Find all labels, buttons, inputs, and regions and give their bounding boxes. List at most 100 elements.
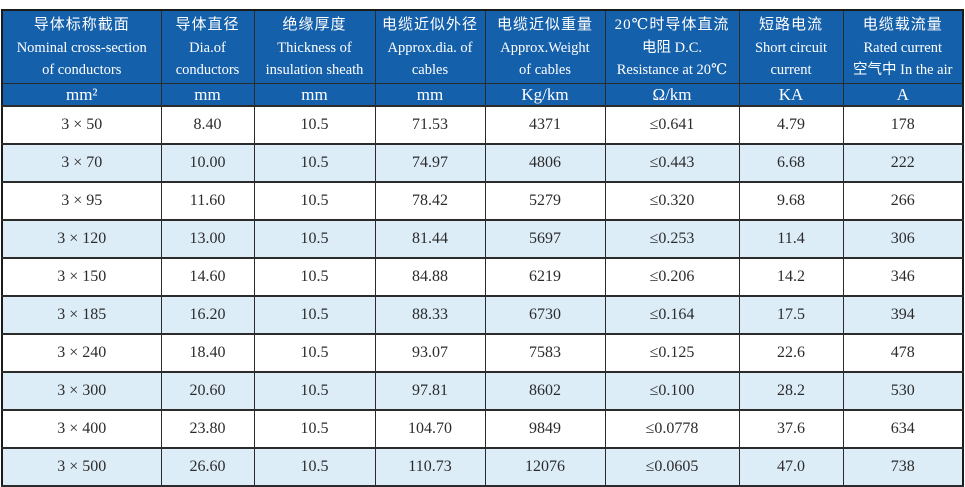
header-line: Short circuit [754,39,828,56]
table-cell: ≤0.164 [604,295,740,335]
table-row: 3 × 185 16.20 10.5 88.33 6730 ≤0.164 17.5 394 [1,295,964,335]
table-cell: 110.73 [374,447,486,487]
table-cell: 478 [842,333,964,373]
table-row: 3 × 300 20.60 10.5 97.81 8602 ≤0.100 28.2 530 [1,371,964,411]
table-cell: 6730 [484,295,606,335]
header-line: Rated current [863,39,942,56]
table-cell: 3 × 150 [1,257,162,297]
table-cell: 5279 [484,181,606,221]
table-cell: 10.5 [253,105,376,145]
table-cell: ≤0.100 [604,371,740,411]
table-cell: 306 [842,219,964,259]
table-cell: 13.00 [160,219,255,259]
table-cell: 11.4 [738,219,844,259]
table-cell: 104.70 [374,409,486,449]
table-cell: 10.5 [253,257,376,297]
table-cell: 14.60 [160,257,255,297]
table-cell: 8602 [484,371,606,411]
header-line: of conductors [42,61,122,78]
table-body: 3 × 50 8.40 10.5 71.53 4371 ≤0.641 4.79 178 3 × … [1,105,964,487]
unit-cell: KA [738,83,844,107]
header-line: Resistance at 20℃ [616,61,728,78]
table-cell: 4806 [484,143,606,183]
table-cell: 4.79 [738,105,844,145]
units-row: mm² mm mm mm Kg/km Ω/km KA A [1,83,964,107]
header-line: conductors [175,61,240,78]
table-cell: 3 × 300 [1,371,162,411]
header-line: current [770,61,812,78]
table-cell: 12076 [484,447,606,487]
table-cell: 81.44 [374,219,486,259]
table-cell: 178 [842,105,964,145]
unit-cell: mm² [1,83,162,107]
table-row: 3 × 150 14.60 10.5 84.88 6219 ≤0.206 14.2 346 [1,257,964,297]
header-line: Approx.dia. of [387,39,473,56]
table-cell: 394 [842,295,964,335]
table-cell: ≤0.253 [604,219,740,259]
table-cell: 10.5 [253,219,376,259]
table-cell: 71.53 [374,105,486,145]
table-cell: 10.5 [253,409,376,449]
table-cell: 4371 [484,105,606,145]
header-line: 短路电流 [758,16,823,33]
table-cell: 22.6 [738,333,844,373]
table-cell: 10.5 [253,181,376,221]
table-cell: ≤0.0605 [604,447,740,487]
table-cell: 10.5 [253,371,376,411]
header-line: 导体直径 [175,16,240,33]
unit-cell: A [842,83,964,107]
table-cell: 222 [842,143,964,183]
unit-cell: mm [253,83,376,107]
header-line: 电缆近似重量 [496,16,593,33]
table-cell: 10.5 [253,143,376,183]
table-cell: 93.07 [374,333,486,373]
table-row: 3 × 50 8.40 10.5 71.53 4371 ≤0.641 4.79 178 [1,105,964,145]
table-cell: 634 [842,409,964,449]
table-cell: 23.80 [160,409,255,449]
table-row: 3 × 500 26.60 10.5 110.73 12076 ≤0.0605 47.0 73… [1,447,964,487]
table-cell: 6219 [484,257,606,297]
table-cell: 8.40 [160,105,255,145]
header-line: 电缆载流量 [862,16,943,33]
table-cell: ≤0.443 [604,143,740,183]
cable-spec-table: 导体标称截面 Nominal cross-section of conducto… [1,9,964,487]
table-cell: 26.60 [160,447,255,487]
header-line: Dia.of [189,39,226,56]
table-cell: ≤0.0778 [604,409,740,449]
header-line: insulation sheath [265,61,364,78]
table-cell: 74.97 [374,143,486,183]
header-line: of cables [519,61,571,78]
table-cell: 20.60 [160,371,255,411]
table-cell: 3 × 500 [1,447,162,487]
table-header: 导体标称截面 Nominal cross-section of conducto… [1,9,964,107]
header-line: cables [411,61,449,78]
unit-cell: mm [374,83,486,107]
column-header-dc-resistance: 20℃时导体直流 电阻 D.C. Resistance at 20℃ [604,9,740,84]
table-cell: 3 × 240 [1,333,162,373]
header-line: 绝缘厚度 [282,16,347,33]
table-cell: 84.88 [374,257,486,297]
header-line: Approx.Weight [500,39,590,56]
column-header-insulation-thickness: 绝缘厚度 Thickness of insulation sheath [253,9,376,84]
table-cell: ≤0.641 [604,105,740,145]
table-cell: 10.5 [253,295,376,335]
table-cell: ≤0.125 [604,333,740,373]
table-row: 3 × 95 11.60 10.5 78.42 5279 ≤0.320 9.68 266 [1,181,964,221]
table-cell: 14.2 [738,257,844,297]
table-cell: 3 × 120 [1,219,162,259]
table-cell: 10.00 [160,143,255,183]
unit-cell: Ω/km [604,83,740,107]
table-cell: 3 × 185 [1,295,162,335]
table-cell: 97.81 [374,371,486,411]
table-cell: 18.40 [160,333,255,373]
table-cell: 28.2 [738,371,844,411]
column-header-short-circuit-current: 短路电流 Short circuit current [738,9,844,84]
column-header-conductor-diameter: 导体直径 Dia.of conductors [160,9,255,84]
table-cell: 3 × 400 [1,409,162,449]
header-line: 空气中 In the air [853,61,953,78]
table-cell: 7583 [484,333,606,373]
table-cell: 3 × 95 [1,181,162,221]
table-cell: 530 [842,371,964,411]
unit-cell: Kg/km [484,83,606,107]
